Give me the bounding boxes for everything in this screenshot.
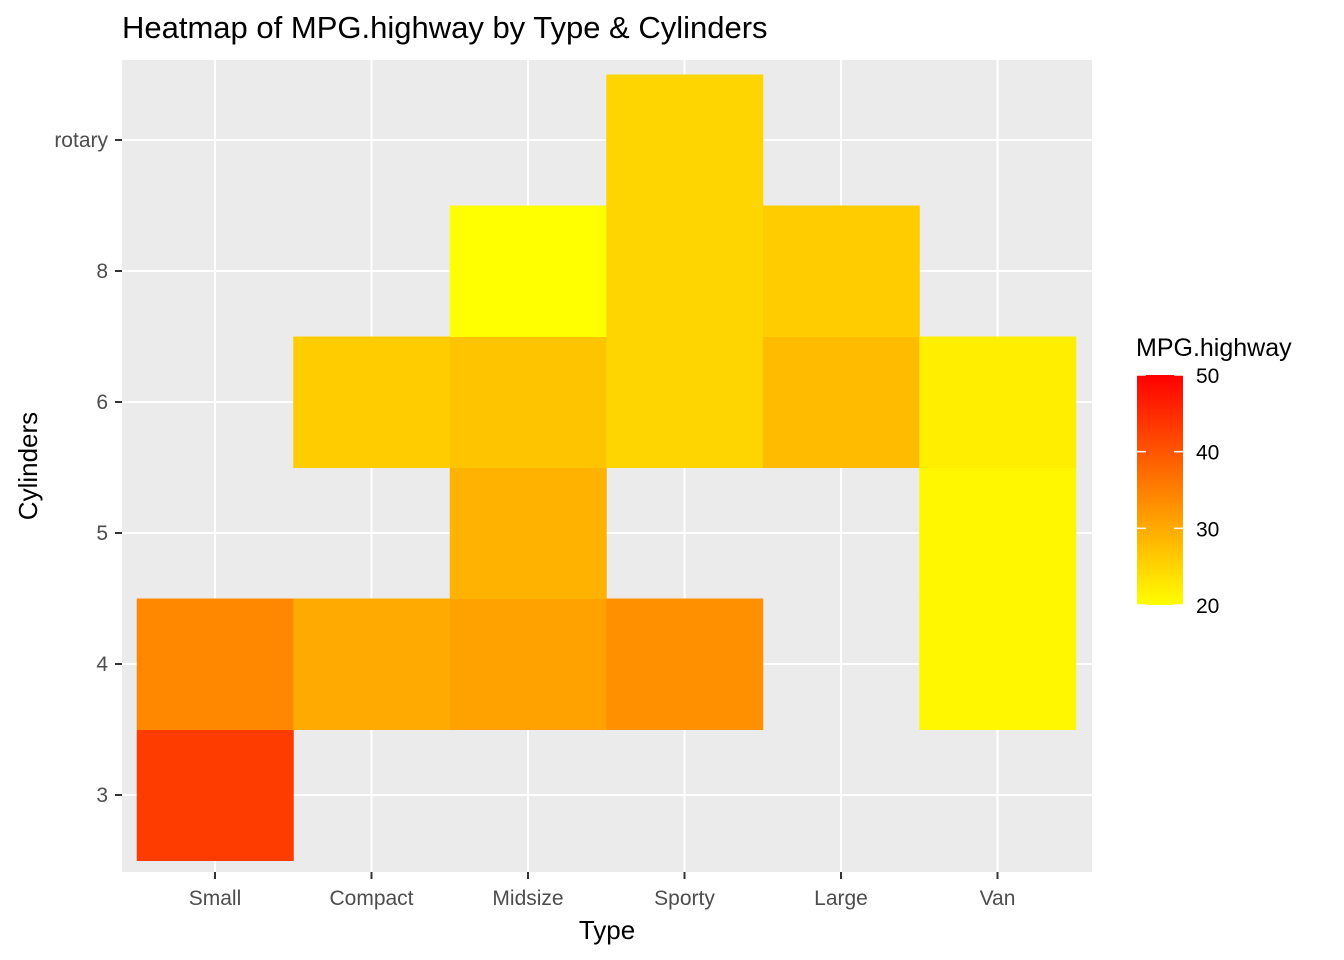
legend-tick-label: 20 [1196, 595, 1219, 618]
heatmap-cell [293, 336, 451, 468]
legend-tick-label: 30 [1196, 518, 1219, 541]
y-tick-label: 8 [96, 260, 108, 283]
heatmap-cell [919, 598, 1077, 730]
heatmap-cells [136, 74, 1077, 861]
heatmap-cell [762, 336, 920, 468]
legend: MPG.highway 50 40 30 20 [1136, 334, 1292, 618]
heatmap-cell [606, 336, 764, 468]
heatmap-cell [293, 598, 451, 730]
heatmap-cell [606, 598, 764, 730]
heatmap-cell [449, 336, 607, 468]
heatmap-cell [449, 205, 607, 337]
heatmap-cell [136, 729, 294, 861]
legend-ticks: 50 40 30 20 [1137, 365, 1219, 618]
y-tick-label: 4 [96, 653, 108, 676]
heatmap-cell [449, 467, 607, 599]
legend-colorbar [1137, 375, 1183, 605]
heatmap-cell [606, 205, 764, 337]
x-tick-label: Compact [329, 887, 413, 910]
x-tick-label: Large [814, 887, 868, 910]
x-tick-label: Van [980, 887, 1016, 910]
heatmap-cell [449, 598, 607, 730]
heatmap-cell [606, 74, 764, 206]
y-tick-label: 6 [96, 391, 108, 414]
legend-tick-label: 40 [1196, 442, 1219, 465]
legend-tick-label: 50 [1196, 365, 1219, 388]
chart-title: Heatmap of MPG.highway by Type & Cylinde… [122, 10, 768, 45]
x-axis-title: Type [579, 915, 635, 945]
y-axis-title: Cylinders [13, 412, 43, 520]
x-tick-label: Sporty [654, 887, 715, 910]
heatmap-cell [919, 467, 1077, 599]
x-tick-label: Small [189, 887, 242, 910]
x-tick-label: Midsize [492, 887, 563, 910]
heatmap-cell [919, 336, 1077, 468]
axes: Small Compact Midsize Sporty Large Van 3 4 5 6 8 ro… [54, 129, 1015, 910]
legend-title: MPG.highway [1136, 334, 1292, 362]
heatmap-cell [136, 598, 294, 730]
y-tick-label: 3 [96, 784, 108, 807]
heatmap-cell [762, 205, 920, 337]
y-tick-label: rotary [54, 129, 108, 152]
y-tick-label: 5 [96, 522, 108, 545]
